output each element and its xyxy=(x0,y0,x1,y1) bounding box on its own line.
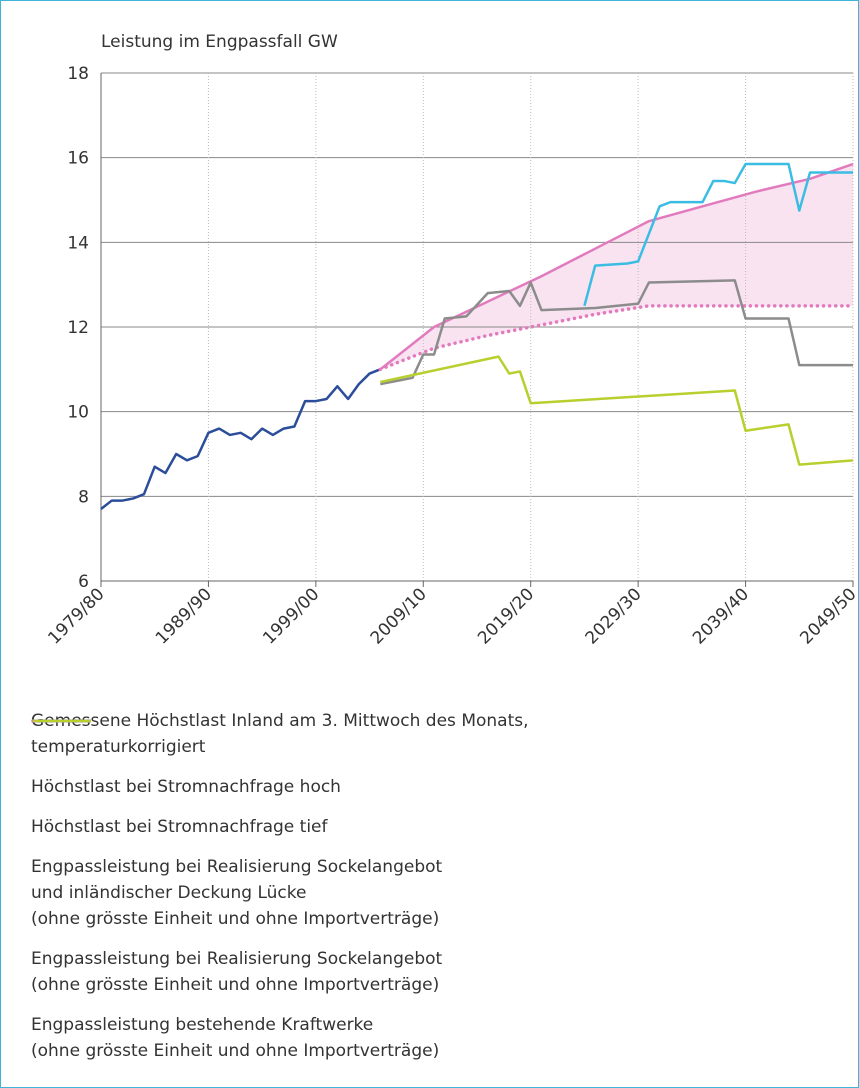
legend-label: Höchstlast bei Stromnachfrage tief xyxy=(31,817,328,837)
x-tick-label: 2039/40 xyxy=(689,584,753,648)
chart: Leistung im Engpassfall GW 6 8 10 12 14 16 18 1… xyxy=(44,32,858,648)
series-line xyxy=(378,304,855,372)
x-tick-label: 1989/90 xyxy=(152,584,216,648)
legend-entry: Engpassleistung bei Realisierung Sockela… xyxy=(31,719,831,932)
legend-label: Höchstlast bei Stromnachfrage hoch xyxy=(31,777,341,797)
x-tick-label: 2029/30 xyxy=(582,584,646,648)
legend-entry: Höchstlast bei Stromnachfrage tief xyxy=(31,719,831,840)
legend-swatch xyxy=(33,719,91,723)
legend-label: Gemessene Höchstlast Inland am 3. Mittwo… xyxy=(31,711,529,757)
legend: Gemessene Höchstlast Inland am 3. Mittwo… xyxy=(31,708,831,1078)
legend-label: Engpassleistung bestehende Kraftwerke (o… xyxy=(31,1015,440,1061)
x-tick-label: 1999/00 xyxy=(259,584,323,648)
legend-entry: Engpassleistung bei Realisierung Sockela… xyxy=(31,719,831,998)
x-tick-label: 1979/80 xyxy=(44,584,108,648)
y-tick-label: 8 xyxy=(78,487,89,507)
x-tick-label: 2009/10 xyxy=(367,584,431,648)
legend-label: Engpassleistung bei Realisierung Sockela… xyxy=(31,857,443,929)
series-line xyxy=(379,162,854,371)
y-tick-label: 10 xyxy=(67,403,89,423)
series-line xyxy=(583,162,853,307)
y-tick-label: 12 xyxy=(67,318,89,338)
legend-entry: Höchstlast bei Stromnachfrage hoch xyxy=(31,719,831,800)
x-tick-label: 2049/50 xyxy=(796,584,858,648)
series-line xyxy=(380,279,853,386)
y-tick-label: 16 xyxy=(67,149,89,169)
series-line xyxy=(380,355,854,466)
y-tick-label: 6 xyxy=(78,572,89,592)
series-line xyxy=(100,368,381,511)
legend-entry: Engpassleistung bestehende Kraftwerke (o… xyxy=(31,719,831,1064)
legend-entry: Gemessene Höchstlast Inland am 3. Mittwo… xyxy=(31,708,831,760)
y-axis-title: Leistung im Engpassfall GW xyxy=(101,32,338,52)
demand-band xyxy=(380,164,853,370)
y-tick-label: 18 xyxy=(67,64,89,84)
y-tick-label: 14 xyxy=(67,233,89,253)
x-tick-label: 2019/20 xyxy=(474,584,538,648)
legend-label: Engpassleistung bei Realisierung Sockela… xyxy=(31,949,443,995)
